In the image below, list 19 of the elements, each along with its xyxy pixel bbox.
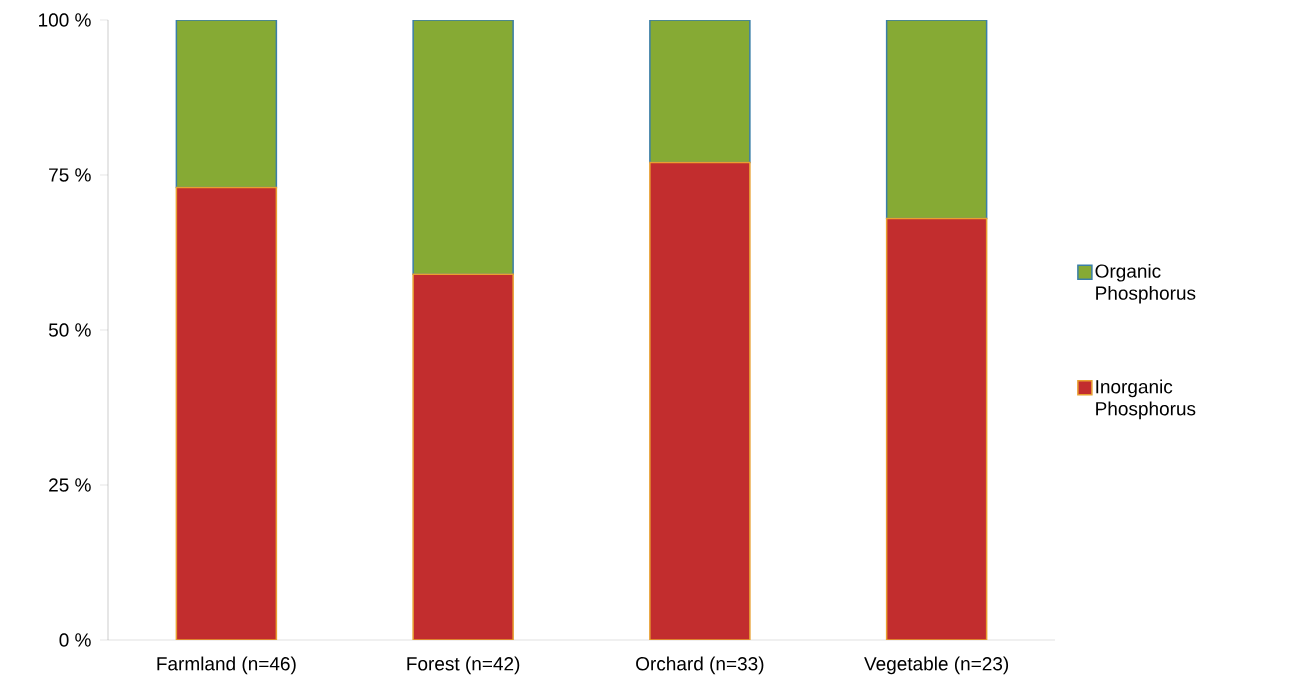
bar xyxy=(649,161,751,640)
y-tick-label: 0 % xyxy=(59,633,91,647)
bar xyxy=(885,217,988,640)
y-tick-label: 75 % xyxy=(49,168,91,182)
x-tick-label: Farmland (n=46) xyxy=(157,656,296,675)
bar xyxy=(175,19,278,189)
bar xyxy=(412,19,514,275)
legend-label: Inorganic Phosphorus xyxy=(1096,379,1196,420)
bar xyxy=(175,186,278,640)
bar xyxy=(885,19,988,220)
bar xyxy=(649,19,751,164)
bar xyxy=(412,273,514,640)
y-tick-label: 100 % xyxy=(39,13,91,27)
legend-label: Organic Phosphorus xyxy=(1095,263,1196,304)
y-tick-label: 50 % xyxy=(48,323,91,337)
y-tick-label: 25 % xyxy=(49,478,91,492)
x-tick-label: Forest (n=42) xyxy=(407,656,520,675)
x-tick-label: Vegetable (n=23) xyxy=(864,656,1009,675)
x-tick-label: Orchard (n=33) xyxy=(636,656,764,675)
